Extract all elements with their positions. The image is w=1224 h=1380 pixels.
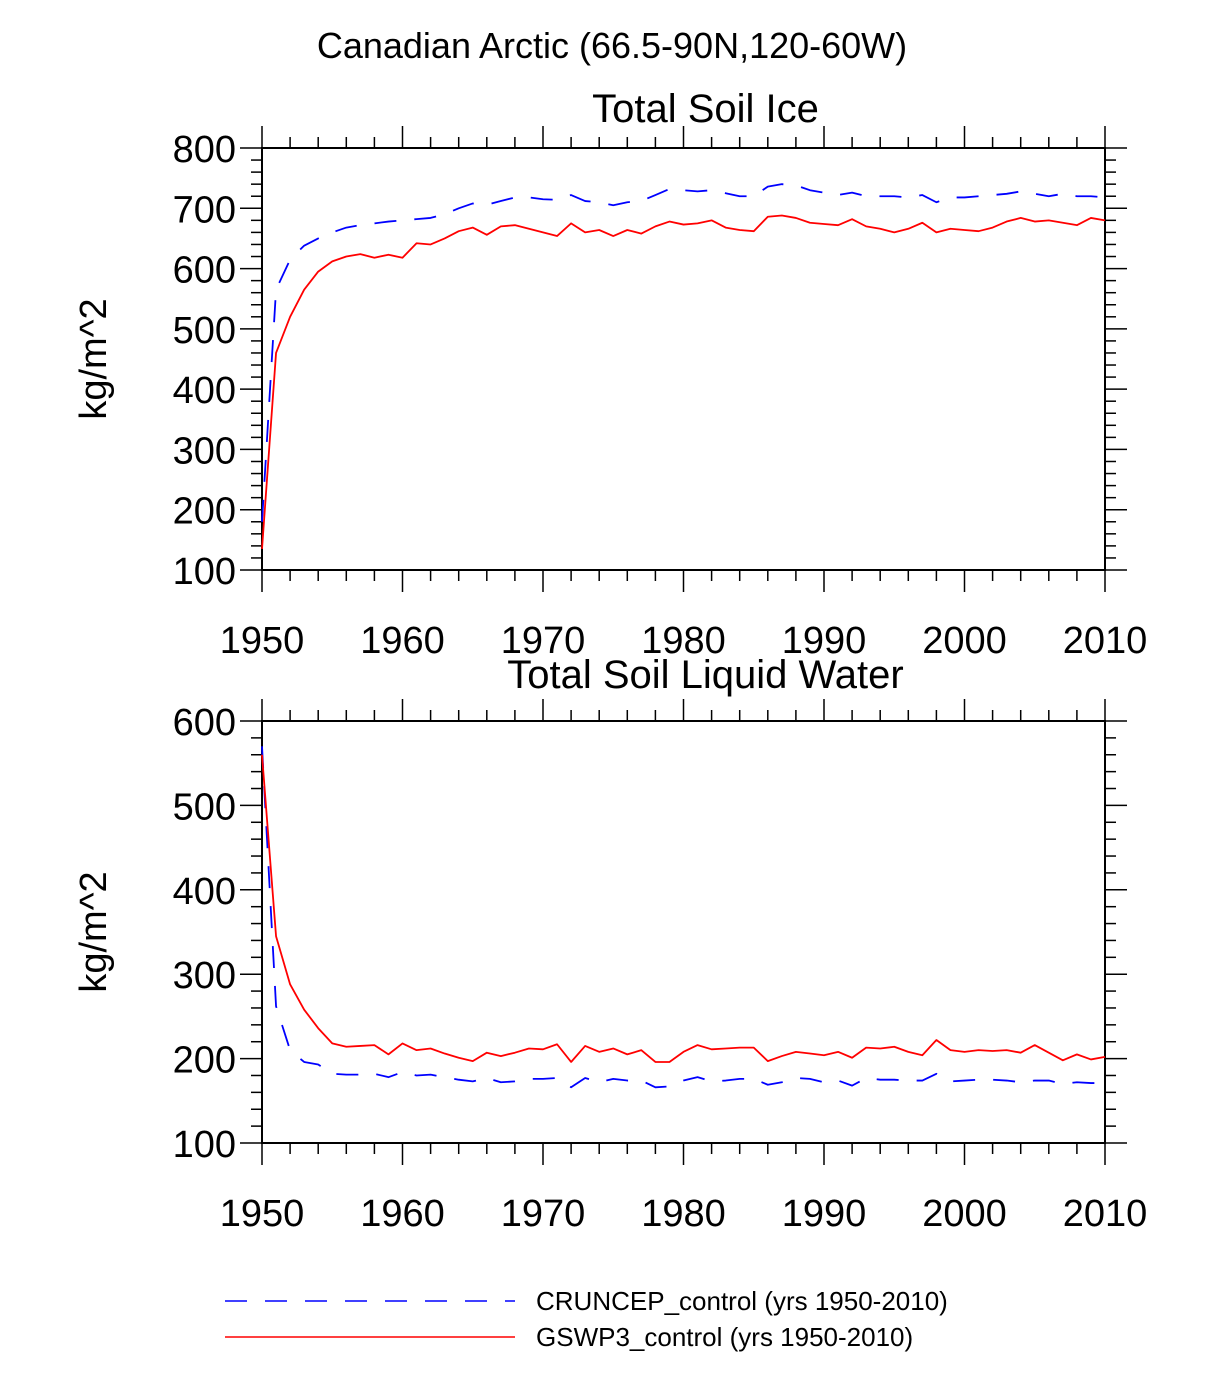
y-tick-label: 600 — [173, 702, 236, 744]
x-tick-label: 1950 — [220, 1193, 305, 1235]
panel-title: Total Soil Liquid Water — [507, 653, 903, 697]
x-tick-label: 2010 — [1063, 1193, 1148, 1235]
legend: CRUNCEP_control (yrs 1950-2010) GSWP3_co… — [225, 1286, 948, 1352]
y-tick-label: 300 — [173, 430, 236, 472]
y-tick-label: 400 — [173, 370, 236, 412]
legend-label-gswp3: GSWP3_control (yrs 1950-2010) — [536, 1322, 913, 1352]
legend-label-cruncep: CRUNCEP_control (yrs 1950-2010) — [536, 1286, 948, 1316]
y-tick-label: 600 — [173, 250, 236, 292]
y-tick-label: 100 — [173, 551, 236, 593]
y-tick-label: 200 — [173, 491, 236, 533]
y-axis-label: kg/m^2 — [73, 298, 115, 419]
y-tick-label: 300 — [173, 955, 236, 997]
y-tick-label: 500 — [173, 310, 236, 352]
y-axis-label: kg/m^2 — [73, 871, 115, 992]
x-tick-label: 2000 — [922, 1193, 1007, 1235]
x-tick-label: 1990 — [782, 620, 867, 662]
series-line-cruncep — [261, 183, 1106, 522]
series-line-cruncep — [261, 746, 1105, 1089]
x-tick-label: 1970 — [501, 1193, 586, 1235]
series-line-gswp3 — [261, 214, 1106, 549]
x-tick-label: 1980 — [641, 620, 726, 662]
y-tick-label: 500 — [173, 786, 236, 828]
x-tick-label: 1970 — [501, 620, 586, 662]
series-line-gswp3 — [261, 754, 1106, 1063]
y-tick-label: 100 — [173, 1124, 236, 1166]
panel-total-soil-liquid-water: Total Soil Liquid Water 100 200 300 400 500 60… — [73, 653, 1147, 1235]
panel-title: Total Soil Ice — [592, 87, 819, 131]
plot-frame — [261, 147, 1106, 571]
x-tick-label: 1980 — [641, 1193, 726, 1235]
x-tick-label: 2010 — [1063, 620, 1148, 662]
y-tick-label: 400 — [173, 871, 236, 913]
x-tick-label: 2000 — [922, 620, 1007, 662]
y-tick-label: 800 — [173, 129, 236, 171]
panel-total-soil-ice: Total Soil Ice 100 200 300 400 500 600 700 800 19… — [73, 87, 1147, 662]
y-tick-label: 700 — [173, 189, 236, 231]
x-tick-label: 1960 — [360, 620, 445, 662]
x-tick-label: 1950 — [220, 620, 305, 662]
x-tick-label: 1990 — [782, 1193, 867, 1235]
x-tick-label: 1960 — [360, 1193, 445, 1235]
y-tick-label: 200 — [173, 1040, 236, 1082]
figure-suptitle: Canadian Arctic (66.5-90N,120-60W) — [317, 25, 907, 66]
